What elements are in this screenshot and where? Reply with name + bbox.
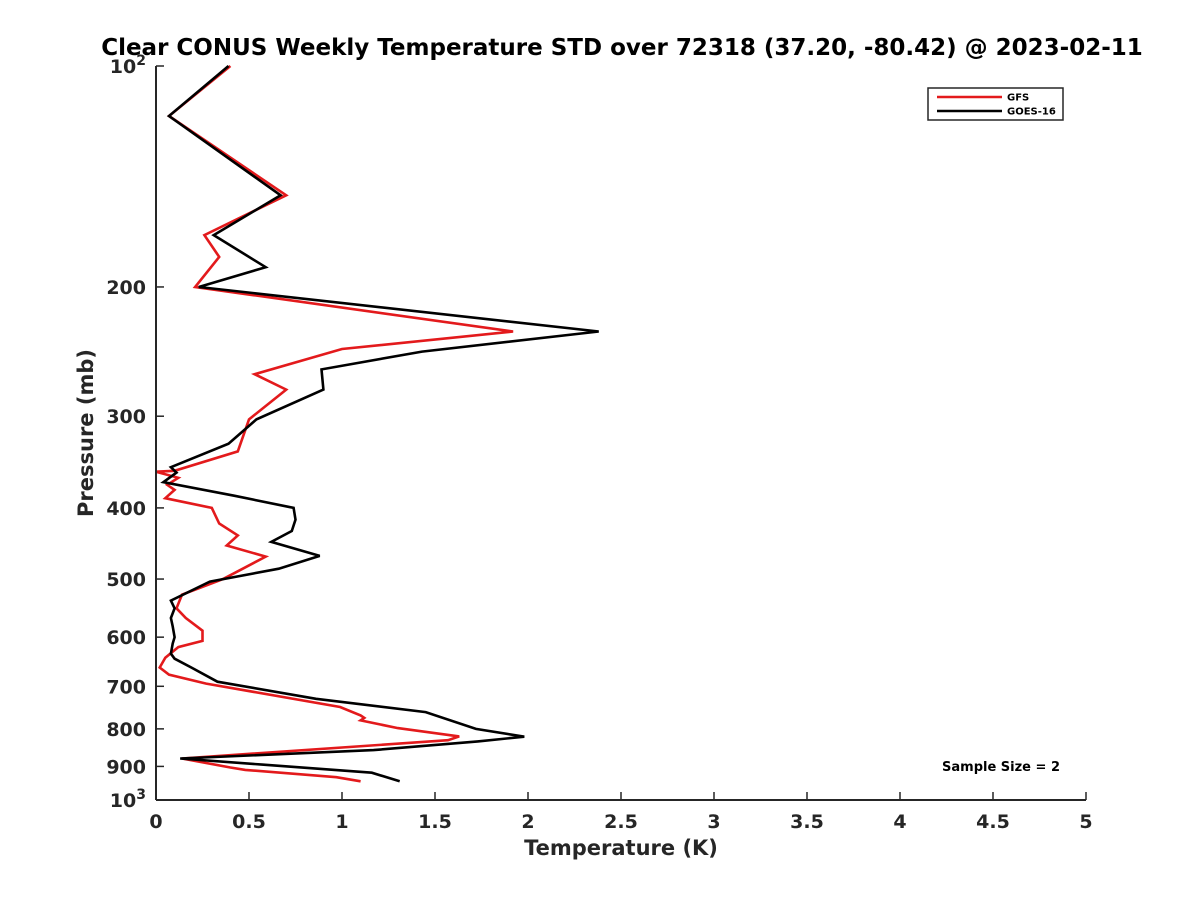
y-tick-label: 700: [106, 676, 146, 698]
x-tick-label: 2.5: [604, 811, 638, 833]
series-line-gfs: [155, 64, 514, 783]
x-tick-label: 3: [707, 811, 720, 833]
y-tick-label: 300: [106, 406, 146, 428]
y-tick-label: 200: [106, 277, 146, 299]
x-tick-label: 4.5: [976, 811, 1010, 833]
legend-box: [927, 87, 1064, 121]
y-tick-label: 600: [106, 627, 146, 649]
y-tick-label: 400: [106, 498, 146, 520]
x-axis-label: Temperature (K): [524, 836, 718, 860]
series-line-goes16: [160, 65, 599, 783]
y-tick-label: 800: [106, 719, 146, 741]
x-tick-label: 1: [335, 811, 348, 833]
chart-title: Clear CONUS Weekly Temperature STD over …: [101, 35, 1143, 61]
plot-area: [155, 64, 599, 783]
x-tick-label: 1.5: [418, 811, 452, 833]
x-tick-label: 3.5: [790, 811, 824, 833]
y-axis-label: Pressure (mb): [74, 349, 98, 517]
sample-size-annotation: Sample Size = 2: [942, 760, 1060, 775]
x-tick-label: 0.5: [232, 811, 266, 833]
legend-label-gfs: GFS: [1007, 93, 1029, 104]
x-tick-label: 2: [521, 811, 534, 833]
y-tick-label: 103: [110, 787, 146, 812]
y-tick-label: 102: [110, 53, 146, 78]
y-axis-ticks: 102 200 300 400 500 600 700 800 900 103: [106, 53, 164, 812]
y-tick-label: 900: [106, 756, 146, 778]
x-tick-label: 5: [1079, 811, 1092, 833]
y-tick-label: 500: [106, 569, 146, 591]
x-tick-label: 0: [149, 811, 162, 833]
legend-label-goes16: GOES-16: [1007, 107, 1056, 118]
x-axis-ticks: 0 0.5 1 1.5 2 2.5 3 3.5 4 4.5 5: [149, 792, 1093, 833]
legend: GFS GOES-16: [927, 87, 1064, 121]
x-tick-label: 4: [893, 811, 906, 833]
